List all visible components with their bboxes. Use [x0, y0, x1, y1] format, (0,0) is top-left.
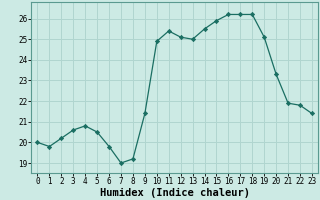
X-axis label: Humidex (Indice chaleur): Humidex (Indice chaleur)	[100, 188, 250, 198]
